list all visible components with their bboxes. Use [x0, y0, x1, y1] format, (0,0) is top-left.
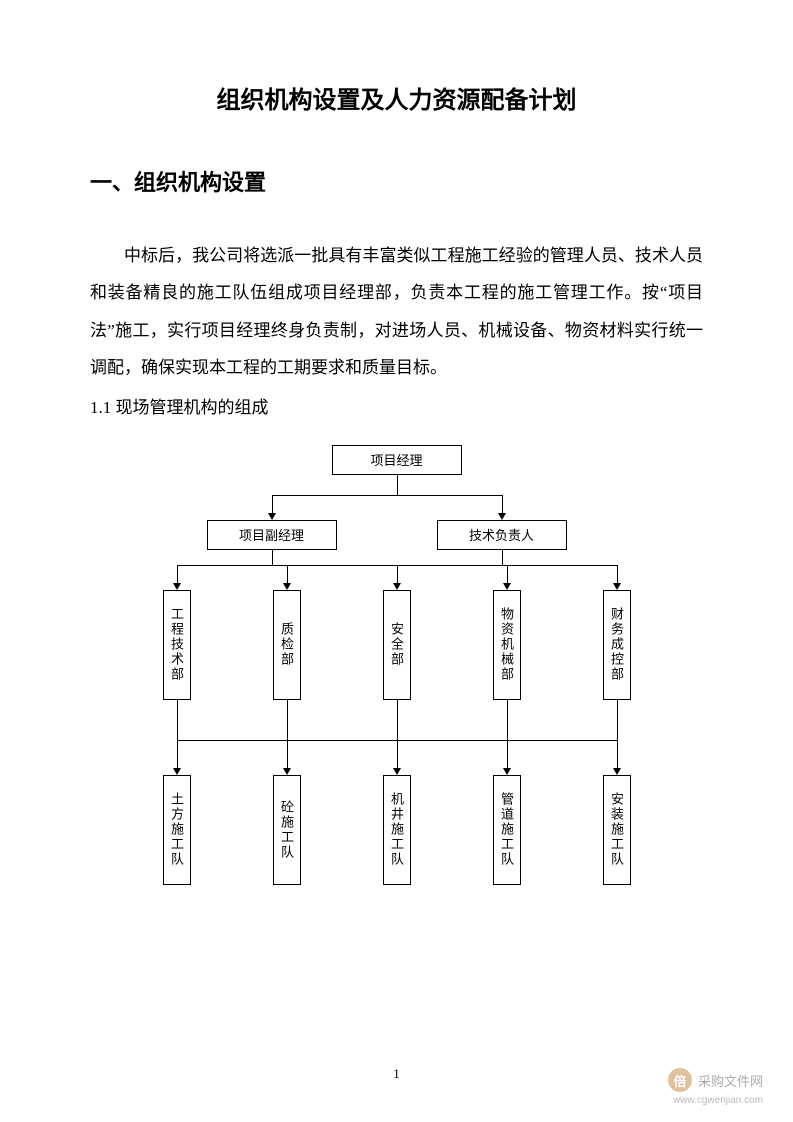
- arrow-icon: [613, 768, 621, 775]
- connector-line: [287, 740, 288, 768]
- node-team-install: 安装施工队: [603, 775, 631, 885]
- watermark-icon: 倍: [668, 1068, 692, 1092]
- node-team-pipeline: 管道施工队: [493, 775, 521, 885]
- connector-line: [272, 495, 273, 513]
- body-paragraph: 中标后，我公司将选派一批具有丰富类似工程施工经验的管理人员、技术人员和装备精良的…: [90, 237, 703, 387]
- section-heading: 一、组织机构设置: [90, 165, 703, 197]
- connector-line: [272, 495, 502, 496]
- arrow-icon: [393, 583, 401, 590]
- arrow-icon: [393, 768, 401, 775]
- connector-line: [617, 700, 618, 740]
- connector-line: [287, 700, 288, 740]
- arrow-icon: [503, 583, 511, 590]
- node-dept-finance: 财务成控部: [603, 590, 631, 700]
- arrow-icon: [268, 513, 276, 520]
- node-team-earthwork: 土方施工队: [163, 775, 191, 885]
- node-dept-engineering: 工程技术部: [163, 590, 191, 700]
- connector-line: [507, 740, 508, 768]
- document-title: 组织机构设置及人力资源配备计划: [90, 80, 703, 115]
- connector-line: [397, 740, 398, 768]
- node-root: 项目经理: [332, 445, 462, 475]
- arrow-icon: [173, 583, 181, 590]
- node-deputy-manager: 项目副经理: [207, 520, 337, 550]
- org-chart: 项目经理 项目副经理 技术负责人 工程技术部 质检部 安全部 物资机械部 财务成…: [97, 445, 697, 925]
- connector-line: [177, 740, 178, 768]
- connector-line: [617, 740, 618, 768]
- node-dept-quality: 质检部: [273, 590, 301, 700]
- node-team-well: 机井施工队: [383, 775, 411, 885]
- connector-line: [507, 565, 508, 583]
- arrow-icon: [498, 513, 506, 520]
- arrow-icon: [613, 583, 621, 590]
- watermark-url: www.cgwenjian.com: [673, 1095, 763, 1106]
- sub-heading: 1.1 现场管理机构的组成: [90, 391, 703, 425]
- watermark-text: 采购文件网: [698, 1071, 763, 1090]
- node-dept-safety: 安全部: [383, 590, 411, 700]
- connector-line: [272, 550, 273, 565]
- connector-line: [397, 565, 398, 583]
- arrow-icon: [173, 768, 181, 775]
- connector-line: [502, 495, 503, 513]
- connector-line: [177, 700, 178, 740]
- connector-line: [502, 550, 503, 565]
- arrow-icon: [503, 768, 511, 775]
- connector-line: [177, 565, 178, 583]
- node-team-concrete: 砼施工队: [273, 775, 301, 885]
- node-tech-lead: 技术负责人: [437, 520, 567, 550]
- connector-line: [507, 700, 508, 740]
- watermark: 倍 采购文件网: [668, 1068, 763, 1092]
- connector-line: [287, 565, 288, 583]
- node-dept-materials: 物资机械部: [493, 590, 521, 700]
- arrow-icon: [283, 768, 291, 775]
- arrow-icon: [283, 583, 291, 590]
- connector-line: [397, 700, 398, 740]
- connector-line: [617, 565, 618, 583]
- connector-line: [397, 475, 398, 495]
